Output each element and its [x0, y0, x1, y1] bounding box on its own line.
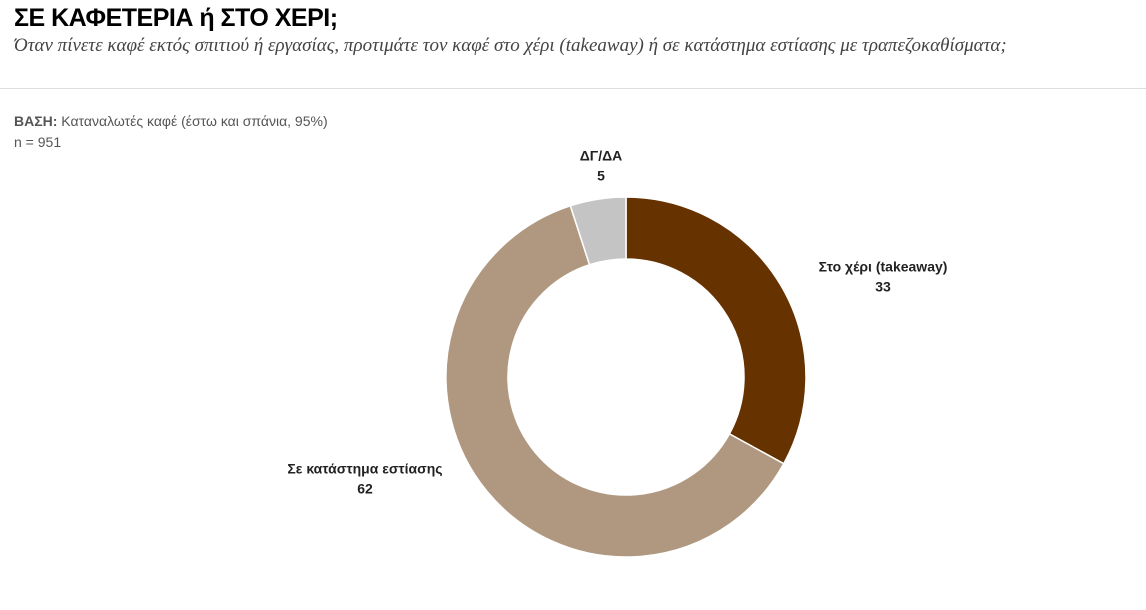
segment-label: Στο χέρι (takeaway): [819, 259, 948, 275]
base-label: ΒΑΣΗ:: [14, 113, 58, 129]
segment-value: 33: [875, 279, 891, 295]
subtitle: Όταν πίνετε καφέ εκτός σπιτιού ή εργασία…: [14, 35, 1007, 56]
title: ΣΕ ΚΑΦΕΤΕΡΙΑ ή ΣΤΟ ΧΕΡΙ;: [14, 4, 338, 32]
segment-value: 5: [597, 168, 605, 184]
donut-segment: [569, 196, 627, 266]
base-text: Καταναλωτές καφέ (έστω και σπάνια, 95%): [61, 113, 328, 129]
divider: [0, 88, 1146, 89]
sample-size: n = 951: [14, 134, 62, 150]
donut-segment: [445, 204, 785, 558]
segment-label: ΔΓ/ΔΑ: [580, 148, 623, 164]
base-note: ΒΑΣΗ: Καταναλωτές καφέ (έστω και σπάνια,…: [14, 111, 328, 153]
segment-label: Σε κατάστημα εστίασης: [287, 461, 442, 477]
segment-value: 62: [357, 481, 373, 497]
donut-segment: [625, 196, 807, 465]
header: ΣΕ ΚΑΦΕΤΕΡΙΑ ή ΣΤΟ ΧΕΡΙ; Όταν πίνετε καφ…: [14, 0, 1134, 57]
